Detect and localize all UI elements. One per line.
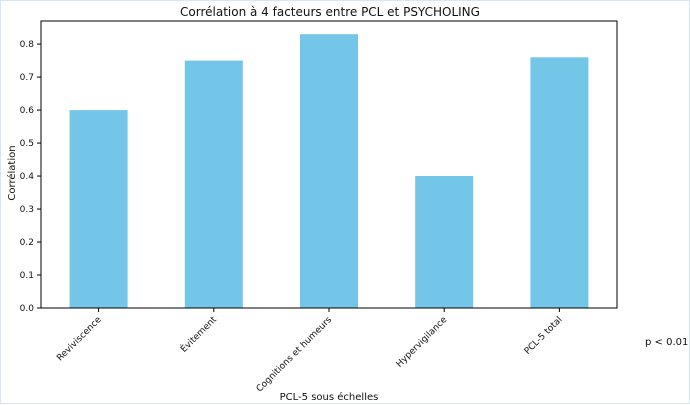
y-tick-label: 0.8 [20,40,35,50]
bar-4 [530,57,589,308]
y-tick-label: 0.7 [20,73,34,83]
bar-0 [69,110,128,308]
y-tick-label: 0.3 [20,205,34,215]
x-axis-label: PCL-5 sous échelles [280,391,379,403]
y-tick-label: 0.6 [20,106,35,116]
bar-2 [300,34,358,308]
plot-area-border [40,20,618,309]
y-tick-label: 0.0 [20,304,35,314]
x-tick-label: Évitement [178,313,219,354]
y-axis-label: Corrélation [6,145,18,200]
y-tick-label: 0.4 [20,172,35,182]
bars-group [69,34,589,308]
y-tick-label: 0.1 [20,271,34,281]
x-tick-label: Cognitions et humeurs [255,315,335,395]
x-tick-label: Reviviscence [55,315,104,364]
bar-1 [184,60,243,308]
x-tick-label: PCL-5 total [523,315,565,357]
x-axis: Reviviscence Évitement Cognitions et humeu… [55,308,565,395]
x-tick-label: Hypervigilance [395,315,450,370]
y-tick-label: 0.5 [20,139,34,149]
significance-annotation: p < 0.01 [645,337,688,348]
y-tick-label: 0.2 [20,238,34,248]
bar-3 [415,176,474,308]
y-axis: 0.0 0.1 0.2 0.3 0.4 0.5 0.6 0.7 0.8 [20,40,41,314]
chart-title: Corrélation à 4 facteurs entre PCL et PS… [180,5,480,19]
